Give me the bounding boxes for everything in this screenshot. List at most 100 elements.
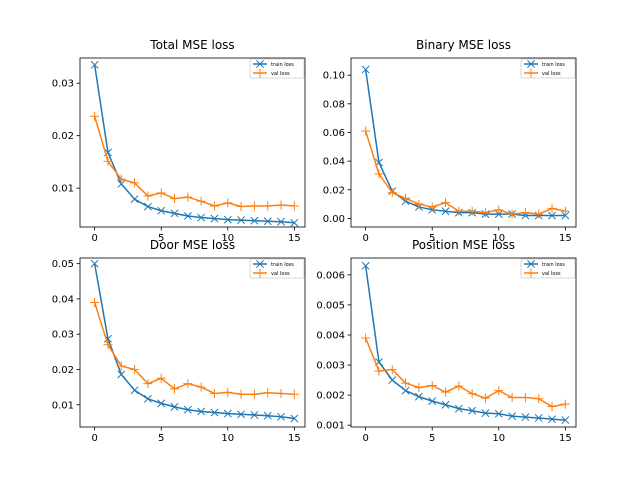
data-point-train xyxy=(481,409,490,418)
data-point-val xyxy=(116,174,126,184)
chart-title: Total MSE loss xyxy=(149,38,234,52)
data-point-val xyxy=(249,201,259,211)
data-point-train xyxy=(90,259,99,268)
legend: train loss val loss xyxy=(520,258,576,279)
y-tick-label: 0.08 xyxy=(323,99,345,110)
x-tick-label: 10 xyxy=(492,433,505,444)
data-point-val xyxy=(361,126,371,136)
x-tick-label: 15 xyxy=(559,233,572,244)
data-point-train xyxy=(143,394,152,403)
legend-label: val loss xyxy=(542,71,561,77)
x-tick-label: 0 xyxy=(362,433,368,444)
subplot-2: Binary MSE loss 0 5 10 15 0.00 0.02 0.04 0.06 0.0… xyxy=(323,38,577,244)
data-point-val xyxy=(223,198,233,208)
legend-marker xyxy=(255,268,265,278)
data-point-train xyxy=(90,60,99,69)
data-point-train xyxy=(263,217,272,226)
y-tick-label: 0.01 xyxy=(52,184,74,195)
data-point-train xyxy=(117,370,126,379)
data-point-val xyxy=(90,297,100,307)
series-line-train xyxy=(93,64,295,224)
data-point-val xyxy=(361,333,371,343)
legend: train loss val loss xyxy=(249,58,305,79)
data-point-val xyxy=(507,393,517,403)
data-point-train xyxy=(223,215,232,224)
data-point-val xyxy=(156,373,166,383)
data-point-train xyxy=(277,412,285,421)
y-tick-label: 0.05 xyxy=(52,259,74,270)
data-point-val xyxy=(441,387,451,397)
data-point-train xyxy=(494,409,503,418)
data-point-val xyxy=(547,203,557,213)
data-point-train xyxy=(250,216,259,225)
chart-title: Binary MSE loss xyxy=(416,38,511,52)
subplot-1: Total MSE loss 0 5 10 15 0.01 0.02 0.03 train lo… xyxy=(52,38,306,244)
data-point-train xyxy=(237,216,246,225)
data-point-train xyxy=(157,399,166,408)
y-tick-label: 0.03 xyxy=(52,79,74,90)
y-tick-label: 0.006 xyxy=(316,270,345,281)
x-tick-label: 5 xyxy=(158,433,164,444)
data-point-val xyxy=(263,388,273,398)
data-point-val xyxy=(494,386,504,396)
data-point-train xyxy=(441,207,450,216)
data-point-val xyxy=(560,399,570,409)
legend-marker xyxy=(255,68,265,78)
data-point-val xyxy=(534,394,544,404)
data-point-val xyxy=(196,382,206,392)
data-point-train xyxy=(290,218,299,227)
y-tick-label: 0.005 xyxy=(316,300,345,311)
data-point-val xyxy=(520,208,530,218)
data-point-train xyxy=(183,212,192,220)
x-tick-label: 10 xyxy=(221,433,234,444)
data-point-val xyxy=(236,389,246,399)
chart-title: Door MSE loss xyxy=(150,238,235,252)
data-point-val xyxy=(263,201,273,211)
data-point-val xyxy=(414,383,424,393)
data-point-train xyxy=(170,402,179,411)
data-point-val xyxy=(534,209,544,219)
data-point-val xyxy=(223,387,233,397)
data-point-val xyxy=(116,361,126,371)
data-point-val xyxy=(454,381,464,391)
data-point-val xyxy=(427,381,437,391)
data-point-train xyxy=(237,410,246,419)
data-point-train xyxy=(117,180,126,188)
data-point-val xyxy=(520,393,530,403)
chart-title: Position MSE loss xyxy=(412,238,515,252)
x-tick-label: 15 xyxy=(559,433,572,444)
data-point-train xyxy=(210,408,219,417)
subplot-3: Door MSE loss 0 5 10 15 0.01 0.02 0.03 0.04 0.05 t… xyxy=(52,238,306,444)
data-point-train xyxy=(130,386,139,395)
y-tick-label: 0.06 xyxy=(323,128,345,139)
data-point-val xyxy=(289,389,299,399)
series-line-val xyxy=(364,130,566,215)
subplot-4: Position MSE loss 0 5 10 15 0.001 0.002 0.003 0.… xyxy=(316,238,577,444)
data-point-val xyxy=(170,384,180,394)
legend: train loss val loss xyxy=(520,58,576,79)
legend-label: train loss xyxy=(271,62,294,68)
series-line-train xyxy=(93,263,295,420)
data-point-train xyxy=(361,65,370,74)
data-point-val xyxy=(156,188,166,198)
legend-label: train loss xyxy=(271,262,294,268)
data-point-val xyxy=(374,169,384,179)
x-tick-label: 0 xyxy=(91,433,97,444)
y-tick-label: 0.02 xyxy=(52,365,74,376)
data-point-train xyxy=(468,406,477,415)
y-tick-label: 0.02 xyxy=(52,131,74,142)
data-point-train xyxy=(534,414,543,422)
data-point-val xyxy=(387,365,397,375)
data-point-val xyxy=(494,205,504,215)
data-point-train xyxy=(250,411,259,419)
y-tick-label: 0.001 xyxy=(316,421,345,432)
data-point-train xyxy=(290,414,299,423)
data-point-train xyxy=(157,206,166,215)
series-line-val xyxy=(93,302,295,395)
data-point-train xyxy=(130,195,139,204)
data-point-val xyxy=(236,202,246,212)
data-point-train xyxy=(561,416,570,425)
data-point-val xyxy=(209,201,219,211)
data-point-val xyxy=(183,379,193,389)
